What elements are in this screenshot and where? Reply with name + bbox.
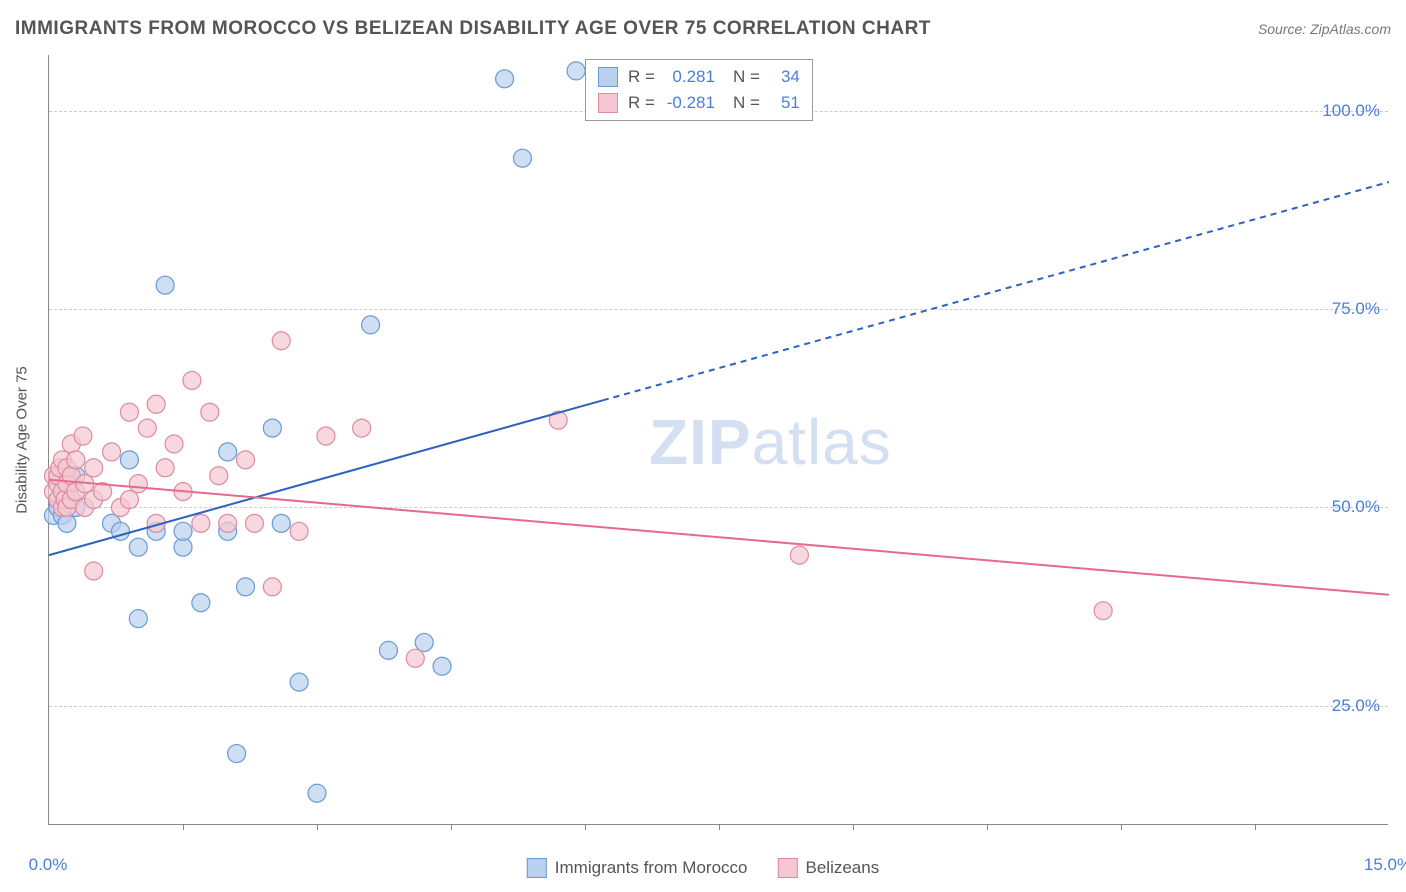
data-point <box>1094 602 1112 620</box>
data-point <box>120 491 138 509</box>
data-point <box>308 784 326 802</box>
data-point <box>263 578 281 596</box>
data-point <box>210 467 228 485</box>
data-point <box>103 443 121 461</box>
data-point <box>147 395 165 413</box>
data-point <box>192 514 210 532</box>
data-point <box>237 578 255 596</box>
data-point <box>496 70 514 88</box>
data-point <box>129 610 147 628</box>
data-point <box>156 459 174 477</box>
trend-line-extrapolated <box>603 182 1389 400</box>
data-point <box>74 427 92 445</box>
data-point <box>156 276 174 294</box>
r-value: -0.281 <box>665 93 715 113</box>
data-point <box>219 443 237 461</box>
data-point <box>174 522 192 540</box>
data-point <box>183 371 201 389</box>
y-axis-label: Disability Age Over 75 <box>14 366 31 514</box>
r-value: 0.281 <box>665 67 715 87</box>
data-point <box>165 435 183 453</box>
legend-stats-row: R = -0.281 N = 51 <box>598 90 800 116</box>
data-point <box>790 546 808 564</box>
chart-svg <box>49 55 1389 825</box>
n-label: N = <box>733 93 760 113</box>
data-point <box>433 657 451 675</box>
data-point <box>362 316 380 334</box>
x-tick-label: 0.0% <box>29 855 68 875</box>
trend-line <box>49 480 1389 595</box>
legend-bottom: Immigrants from Morocco Belizeans <box>527 858 879 878</box>
data-point <box>192 594 210 612</box>
data-point <box>272 514 290 532</box>
data-point <box>219 514 237 532</box>
data-point <box>138 419 156 437</box>
source-attribution: Source: ZipAtlas.com <box>1258 21 1391 37</box>
data-point <box>406 649 424 667</box>
data-point <box>290 673 308 691</box>
n-value: 51 <box>770 93 800 113</box>
legend-stats-box: R = 0.281 N = 34 R = -0.281 N = 51 <box>585 59 813 121</box>
data-point <box>67 451 85 469</box>
n-value: 34 <box>770 67 800 87</box>
title-bar: IMMIGRANTS FROM MOROCCO VS BELIZEAN DISA… <box>15 18 1391 40</box>
data-point <box>379 641 397 659</box>
data-point <box>263 419 281 437</box>
legend-swatch <box>527 858 547 878</box>
data-point <box>85 459 103 477</box>
x-tick-label: 15.0% <box>1364 855 1406 875</box>
data-point <box>272 332 290 350</box>
data-point <box>245 514 263 532</box>
data-point <box>415 633 433 651</box>
legend-label: Immigrants from Morocco <box>555 858 748 878</box>
legend-swatch <box>598 67 618 87</box>
r-label: R = <box>628 93 655 113</box>
data-point <box>201 403 219 421</box>
legend-swatch <box>777 858 797 878</box>
data-point <box>513 149 531 167</box>
data-point <box>120 403 138 421</box>
legend-item: Immigrants from Morocco <box>527 858 748 878</box>
data-point <box>129 475 147 493</box>
data-point <box>228 745 246 763</box>
legend-label: Belizeans <box>805 858 879 878</box>
data-point <box>290 522 308 540</box>
data-point <box>120 451 138 469</box>
legend-stats-row: R = 0.281 N = 34 <box>598 64 800 90</box>
data-point <box>567 62 585 80</box>
n-label: N = <box>733 67 760 87</box>
data-point <box>317 427 335 445</box>
chart-title: IMMIGRANTS FROM MOROCCO VS BELIZEAN DISA… <box>15 18 931 40</box>
data-point <box>129 538 147 556</box>
plot-area: ZIPatlas R =0.281N =34R =-0.281N =51 25.… <box>48 55 1388 825</box>
r-label: R = <box>628 67 655 87</box>
data-point <box>237 451 255 469</box>
data-point <box>353 419 371 437</box>
legend-item: Belizeans <box>777 858 879 878</box>
data-point <box>85 562 103 580</box>
legend-swatch <box>598 93 618 113</box>
